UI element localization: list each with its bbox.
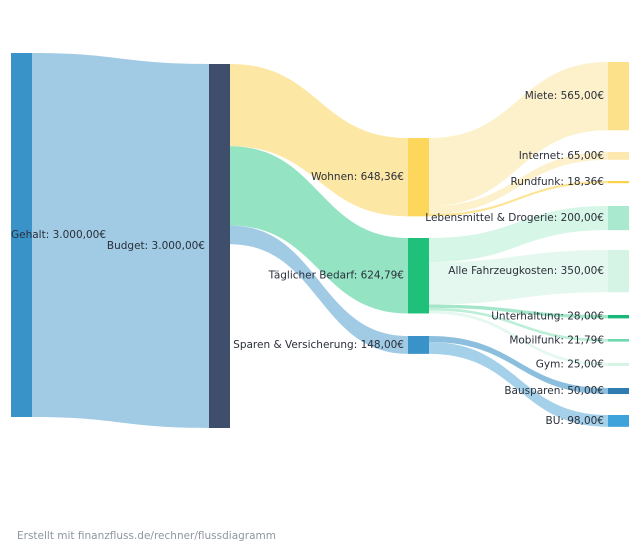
- link-bedarf-unterhaltung: [429, 304, 608, 319]
- link-bedarf-lebensmittel: [429, 206, 608, 263]
- node-bu: [608, 415, 629, 427]
- label-bausparen: Bausparen: 50,00€: [504, 385, 604, 397]
- node-budget: [209, 64, 230, 428]
- node-bedarf: [408, 238, 429, 314]
- link-sparen-bausparen: [429, 336, 608, 395]
- link-gehalt-budget: [32, 53, 209, 428]
- label-mobilfunk: Mobilfunk: 21,79€: [509, 334, 604, 346]
- node-fahrzeug: [608, 250, 629, 293]
- link-wohnen-miete: [429, 62, 608, 207]
- node-unterhaltung: [608, 315, 629, 319]
- label-wohnen: Wohnen: 648,36€: [311, 171, 404, 183]
- link-wohnen-internet: [429, 152, 608, 215]
- label-lebensmittel: Lebensmittel & Drogerie: 200,00€: [425, 212, 604, 224]
- label-gehalt: Gehalt: 3.000,00€: [11, 229, 106, 241]
- node-gehalt: [11, 53, 32, 417]
- sankey-nodes: [11, 53, 629, 428]
- node-wohnen: [408, 138, 429, 217]
- label-rundfunk: Rundfunk: 18,36€: [510, 176, 604, 188]
- label-internet: Internet: 65,00€: [519, 150, 604, 162]
- link-bedarf-fahrzeug: [429, 250, 608, 305]
- label-miete: Miete: 565,00€: [525, 90, 604, 102]
- label-budget: Budget: 3.000,00€: [107, 240, 205, 252]
- label-fahrzeug: Alle Fahrzeugkosten: 350,00€: [448, 265, 604, 277]
- link-bedarf-gym: [429, 310, 608, 367]
- node-lebensmittel: [608, 206, 629, 231]
- sankey-labels: Gehalt: 3.000,00€Budget: 3.000,00€ Wohnen…: [11, 90, 604, 427]
- node-sparen: [408, 336, 429, 354]
- link-budget-wohnen: [230, 64, 408, 217]
- label-gym: Gym: 25,00€: [536, 359, 604, 371]
- node-rundfunk: [608, 181, 629, 184]
- node-internet: [608, 152, 629, 160]
- node-mobilfunk: [608, 339, 629, 342]
- node-bausparen: [608, 388, 629, 395]
- link-wohnen-rundfunk: [429, 181, 608, 217]
- link-budget-sparen: [230, 225, 408, 354]
- label-unterhaltung: Unterhaltung: 28,00€: [491, 311, 604, 323]
- link-bedarf-mobilfunk: [429, 307, 608, 342]
- node-miete: [608, 62, 629, 131]
- label-bedarf: Täglicher Bedarf: 624,79€: [268, 270, 404, 282]
- label-sparen: Sparen & Versicherung: 148,00€: [233, 339, 404, 351]
- link-budget-bedarf: [230, 146, 408, 314]
- label-bu: BU: 98,00€: [545, 415, 604, 427]
- node-gym: [608, 363, 629, 367]
- sankey-links: [32, 53, 608, 428]
- footer-credit: Erstellt mit finanzfluss.de/rechner/flus…: [17, 530, 277, 542]
- link-sparen-bu: [429, 342, 608, 427]
